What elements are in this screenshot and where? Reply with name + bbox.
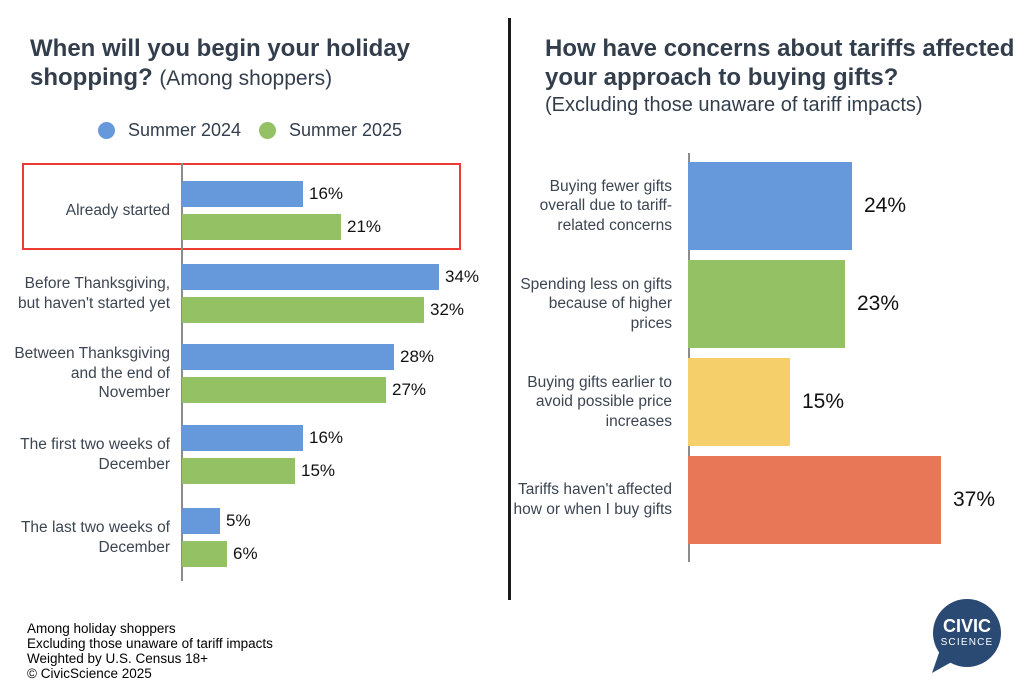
bar-value-label: 27%	[392, 380, 427, 399]
bar-summer-2024	[182, 264, 439, 290]
bar-value-label: 28%	[400, 347, 435, 366]
bar-summer-2025	[182, 377, 386, 403]
legend-label: Summer 2025	[289, 120, 403, 140]
right-plot-area: Buying fewer gifts overall due to tariff…	[512, 153, 1024, 544]
bar-summer-2024	[182, 181, 303, 207]
category-row: Between Thanksgiving and the end of Nove…	[0, 344, 500, 403]
bar-fewer-gifts	[688, 162, 852, 250]
civicscience-logo-icon: CIVIC SCIENCE	[932, 599, 1001, 673]
category-row: The last two weeks of December 5% 6%	[0, 508, 500, 567]
red-highlight-box	[22, 163, 461, 250]
category-label: Buying gifts earlier to avoid possible p…	[527, 373, 672, 430]
logo-text-civic: CIVIC	[943, 616, 991, 636]
category-row: Spending less on gifts because of higher…	[512, 260, 1024, 348]
right-title-text: How have concerns about tariffs affected…	[545, 35, 1015, 92]
category-label: Buying fewer gifts overall due to tariff…	[539, 177, 672, 234]
category-row: Buying fewer gifts overall due to tariff…	[512, 162, 1024, 250]
bar-summer-2024	[182, 425, 303, 451]
category-label: Tariffs haven't affected how or when I b…	[513, 481, 672, 518]
left-title-text: When will you begin your holiday shoppin…	[30, 35, 411, 92]
legend-item-summer-2024: Summer 2024	[97, 120, 241, 141]
category-row: Buying gifts earlier to avoid possible p…	[512, 358, 1024, 446]
bar-value-label: 34%	[445, 267, 480, 286]
bar-value-label: 15%	[301, 461, 336, 480]
footnote-line: Excluding those unaware of tariff impact…	[27, 635, 273, 651]
footnote-line: Among holiday shoppers	[27, 621, 176, 636]
left-chart-title: When will you begin your holiday shoppin…	[30, 34, 465, 93]
bar-value-label: 16%	[309, 184, 344, 203]
category-row: Already started 16% 21%	[0, 181, 500, 240]
panel-divider	[508, 18, 511, 600]
legend-item-summer-2025: Summer 2025	[259, 120, 402, 141]
legend-label: Summer 2024	[127, 120, 241, 140]
legend-dot-icon	[259, 122, 276, 139]
bar-buying-earlier	[688, 358, 790, 446]
bar-summer-2025	[182, 458, 295, 484]
left-title-note: (Among shoppers)	[159, 67, 333, 91]
category-label: Before Thanksgiving, but haven't started…	[17, 274, 170, 312]
category-row: Tariffs haven't affected how or when I b…	[512, 456, 1024, 544]
category-label: Already started	[65, 201, 170, 219]
category-row: Before Thanksgiving, but haven't started…	[0, 264, 500, 323]
bar-value-label: 21%	[347, 217, 382, 236]
bar-summer-2025	[182, 297, 424, 323]
bar-spending-less	[688, 260, 845, 348]
logo-text-science: SCIENCE	[941, 637, 994, 648]
left-plot-area: Already started 16% 21% Before Thanksgiv…	[0, 163, 500, 567]
bar-value-label: 15%	[802, 390, 845, 413]
category-label: Between Thanksgiving and the end of Nove…	[14, 345, 170, 402]
bar-summer-2025	[182, 214, 341, 240]
category-label: The first two weeks of December	[20, 435, 170, 473]
bar-summer-2024	[182, 508, 220, 534]
bar-value-label: 24%	[864, 194, 907, 217]
left-axis-line	[181, 163, 183, 581]
bar-value-label: 32%	[430, 300, 465, 319]
bar-no-effect	[688, 456, 941, 544]
bar-summer-2024	[182, 344, 394, 370]
bar-value-label: 23%	[857, 292, 900, 315]
right-axis-line	[688, 153, 690, 562]
bar-summer-2025	[182, 541, 227, 567]
legend-dot-icon	[97, 122, 115, 139]
category-label: Spending less on gifts because of higher…	[520, 275, 672, 332]
bar-value-label: 37%	[953, 488, 996, 511]
right-chart-title: How have concerns about tariffs affected…	[545, 34, 1017, 117]
bar-value-label: 6%	[233, 544, 258, 563]
category-label: The last two weeks of December	[20, 518, 170, 556]
right-title-subtitle: (Excluding those unaware of tariff impac…	[545, 93, 923, 116]
bar-value-label: 16%	[309, 428, 344, 447]
legend: Summer 2024 Summer 2025	[0, 120, 500, 141]
footnote-line: © CivicScience 2025	[27, 665, 152, 681]
bar-value-label: 5%	[226, 511, 251, 530]
footnotes: Among holiday shoppers Excluding those u…	[27, 621, 273, 681]
right-chart-panel: How have concerns about tariffs affected…	[512, 0, 1024, 691]
footnote-line: Weighted by U.S. Census 18+	[27, 650, 208, 666]
category-row: The first two weeks of December 16% 15%	[0, 425, 500, 484]
